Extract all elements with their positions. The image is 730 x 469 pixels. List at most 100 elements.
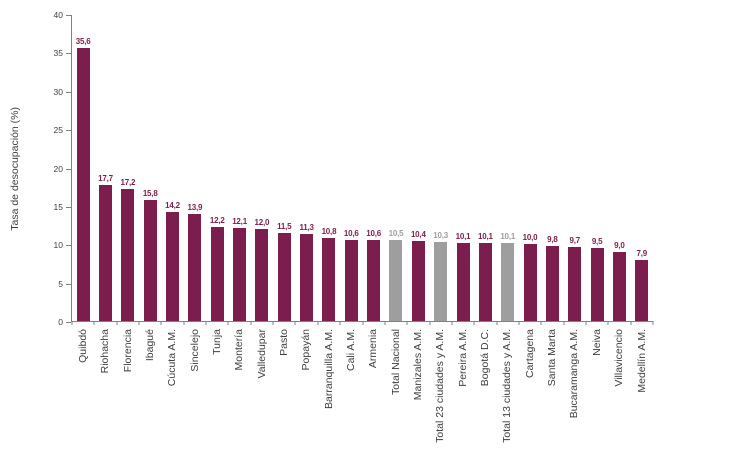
- bar-value-label: 10,3: [433, 230, 449, 240]
- x-label-cell: Manizales A.M.: [407, 329, 429, 400]
- bar-value-label: 10,8: [321, 227, 337, 237]
- bar-group: 11,5: [273, 15, 295, 321]
- bar-value-label: 11,5: [277, 221, 292, 231]
- x-category-label: Florencia: [121, 329, 134, 373]
- x-category-label: Bucaramanga A.M.: [568, 329, 581, 419]
- bar: [344, 239, 358, 321]
- bar: [277, 232, 291, 321]
- x-tick-mark: [227, 321, 229, 325]
- bar-value-label: 17,7: [98, 174, 113, 184]
- x-category-label: Pereira A.M.: [456, 329, 469, 387]
- bar-group: 10,5: [385, 15, 407, 321]
- x-tick-mark: [540, 321, 542, 325]
- y-tick-mark: [66, 283, 71, 285]
- x-category-label: Total 23 ciudades y A.M.: [434, 329, 447, 443]
- x-category-label: Cartagena: [523, 329, 536, 379]
- bar-group: 9,5: [586, 15, 608, 321]
- bar-group: 9,8: [541, 15, 563, 321]
- x-label-cell: Florencia: [117, 329, 139, 372]
- bar-value-label: 10,1: [477, 232, 493, 242]
- bar-group: 10,3: [430, 15, 452, 321]
- bar-group: 35,6: [72, 15, 94, 321]
- x-tick-mark: [429, 321, 431, 325]
- bar-value-label: 15,8: [142, 188, 158, 198]
- x-tick-mark: [630, 321, 632, 325]
- bar-group: 10,0: [519, 15, 541, 321]
- y-tick-label: 25: [53, 125, 63, 136]
- bar-group: 10,6: [362, 15, 384, 321]
- bar-value-label: 9,8: [547, 234, 558, 244]
- bar-value-label: 7,9: [636, 249, 648, 259]
- y-tick-label: 0: [58, 317, 63, 327]
- x-label-cell: Popayán: [295, 329, 317, 370]
- y-tick-label: 40: [53, 10, 63, 20]
- bar: [255, 228, 269, 321]
- x-tick-mark: [496, 321, 498, 325]
- x-tick-mark: [317, 321, 319, 325]
- x-tick-mark: [652, 321, 654, 325]
- bar-group: 9,0: [608, 15, 630, 321]
- x-tick-mark: [362, 321, 363, 325]
- y-tick-mark: [66, 15, 71, 16]
- bar-group: 17,7: [94, 15, 116, 321]
- bar: [210, 227, 224, 321]
- bar-group: 7,9: [631, 15, 653, 321]
- bar: [300, 234, 314, 321]
- x-category-label: Total 13 ciudades y A.M.: [501, 329, 514, 443]
- bar-value-label: 9,5: [591, 237, 603, 247]
- x-tick-mark: [205, 321, 207, 325]
- x-category-label: Ibagué: [143, 329, 156, 362]
- bar: [523, 244, 537, 321]
- y-tick-mark: [66, 130, 71, 132]
- x-tick-mark: [294, 321, 296, 325]
- bar-group: 11,3: [295, 15, 317, 321]
- bar-group: 12,2: [206, 15, 228, 321]
- bar: [478, 243, 492, 321]
- bar: [568, 246, 582, 321]
- x-category-label: Total Nacional: [389, 329, 402, 395]
- bar-value-label: 10,1: [455, 232, 471, 242]
- bar-value-label: 9,7: [569, 235, 580, 245]
- x-category-label: Sincelejo: [188, 329, 201, 372]
- x-category-label: Cali A.M.: [345, 329, 358, 372]
- y-tick-label: 10: [53, 240, 63, 251]
- x-tick-mark: [183, 321, 185, 325]
- x-label-cell: Santa Marta: [541, 329, 563, 386]
- x-category-label: Popayán: [300, 329, 313, 371]
- y-tick-label: 20: [53, 163, 63, 174]
- bar: [322, 238, 336, 321]
- bar-value-label: 12,1: [232, 217, 247, 227]
- y-tick-mark: [66, 245, 71, 247]
- bar-group: 14,2: [161, 15, 183, 321]
- y-tick-label: 35: [53, 48, 63, 59]
- y-tick-mark: [66, 168, 71, 170]
- x-label-cell: Bucaramanga A.M.: [564, 329, 586, 418]
- x-label-cell: Montería: [228, 329, 250, 370]
- y-tick-mark: [66, 53, 71, 55]
- bar-value-label: 10,6: [366, 228, 382, 238]
- bar-value-label: 12,2: [209, 216, 225, 226]
- y-tick-mark: [66, 322, 71, 323]
- bar-group: 10,1: [452, 15, 474, 321]
- x-category-label: Santa Marta: [546, 329, 559, 387]
- y-tick-label: 30: [53, 86, 63, 97]
- bar-group: 15,8: [139, 15, 161, 321]
- x-label-cell: Valledupar: [251, 329, 273, 378]
- bar-value-label: 10,1: [500, 232, 516, 242]
- bar-group: 10,4: [407, 15, 429, 321]
- bar-group: 9,7: [564, 15, 586, 321]
- x-category-label: Cúcuta A.M.: [166, 329, 179, 387]
- x-category-label: Manizales A.M.: [412, 329, 425, 401]
- bar-value-label: 10,0: [522, 233, 538, 243]
- x-category-label: Villavicencio: [613, 329, 626, 387]
- x-category-label: Montería: [233, 329, 246, 371]
- bar: [545, 245, 559, 321]
- x-tick-mark: [563, 321, 565, 325]
- bar-value-label: 10,6: [343, 228, 359, 238]
- bar-group: 10,1: [497, 15, 519, 321]
- bar-value-label: 11,3: [299, 223, 314, 233]
- x-label-cell: Sincelejo: [184, 329, 206, 372]
- bars-container: 35,6 17,7 17,2 15,8 14,2 13,9 12,2 12,1 12,0 11,5…: [72, 15, 653, 321]
- bar: [389, 240, 403, 321]
